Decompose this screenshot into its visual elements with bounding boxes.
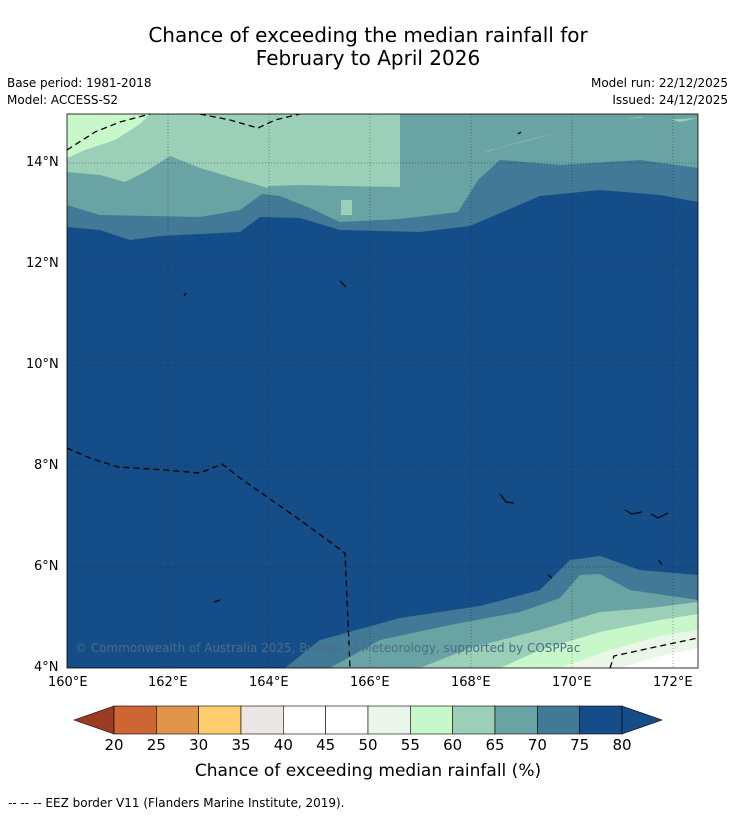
small-patch bbox=[341, 200, 352, 215]
eez-border-west bbox=[67, 447, 351, 668]
lon-tick-162: 162°E bbox=[148, 675, 188, 690]
lon-tick-164: 164°E bbox=[249, 675, 289, 690]
lon-tick-160: 160°E bbox=[48, 675, 88, 690]
colorbar-label: 50 bbox=[358, 736, 378, 754]
chart-title-line1: Chance of exceeding the median rainfall … bbox=[148, 23, 588, 47]
eez-footnote: -- -- -- EEZ border V11 (Flanders Marine… bbox=[8, 796, 345, 810]
colorbar-label: 70 bbox=[527, 736, 547, 754]
colorbar-label: 30 bbox=[189, 736, 209, 754]
colorbar-swatch bbox=[240, 705, 284, 735]
lon-tick-170: 170°E bbox=[552, 675, 592, 690]
colorbar-label: 25 bbox=[146, 736, 166, 754]
lat-tick-10: 10°N bbox=[26, 357, 59, 372]
colorbar-title: Chance of exceeding median rainfall (%) bbox=[194, 761, 542, 781]
colorbar-label: 35 bbox=[231, 736, 251, 754]
lon-tick-166: 166°E bbox=[350, 675, 390, 690]
island bbox=[658, 559, 663, 566]
colorbar-swatch bbox=[198, 705, 242, 735]
lat-tick-12: 12°N bbox=[26, 256, 59, 271]
map-fill-layers bbox=[67, 114, 698, 668]
lat-tick-6: 6°N bbox=[34, 559, 59, 574]
band-65-70-northeast bbox=[400, 114, 698, 190]
issued-date: Issued: 24/12/2025 bbox=[612, 93, 728, 107]
colorbar-swatch bbox=[156, 705, 199, 735]
model-run: Model run: 22/12/2025 bbox=[590, 76, 728, 90]
colorbar-swatch bbox=[410, 705, 453, 735]
colorbar-arrow-low bbox=[73, 705, 115, 735]
island bbox=[650, 512, 669, 519]
lon-tick-172: 172°E bbox=[653, 675, 693, 690]
island bbox=[547, 574, 553, 579]
island bbox=[183, 292, 187, 297]
colorbar bbox=[73, 705, 663, 735]
island bbox=[339, 280, 347, 288]
model-name: Model: ACCESS-S2 bbox=[7, 93, 119, 107]
colorbar-swatch bbox=[494, 705, 538, 735]
colorbar-label: 45 bbox=[316, 736, 336, 754]
colorbar-label: 40 bbox=[273, 736, 293, 754]
colorbar-label: 80 bbox=[612, 736, 632, 754]
colorbar-label: 55 bbox=[400, 736, 420, 754]
eez-border-north-2 bbox=[199, 114, 301, 129]
copyright-notice: © Commonwealth of Australia 2025, Bureau… bbox=[75, 641, 581, 655]
colorbar-label: 60 bbox=[443, 736, 463, 754]
colorbar-swatch bbox=[325, 705, 369, 735]
chart-title-line2: February to April 2026 bbox=[255, 46, 481, 70]
eez-border-north bbox=[67, 114, 151, 151]
base-period: Base period: 1981-2018 bbox=[7, 76, 152, 90]
band-45-50-south bbox=[620, 648, 698, 668]
lat-tick-8: 8°N bbox=[34, 458, 59, 473]
lat-tick-14: 14°N bbox=[26, 155, 59, 170]
colorbar-swatch bbox=[537, 705, 580, 735]
colorbar-label: 75 bbox=[570, 736, 590, 754]
colorbar-label: 20 bbox=[104, 736, 124, 754]
island bbox=[517, 131, 522, 135]
island bbox=[624, 509, 643, 515]
lon-tick-168: 168°E bbox=[451, 675, 491, 690]
colorbar-swatch bbox=[113, 705, 157, 735]
colorbar-swatch bbox=[367, 705, 411, 735]
islands bbox=[183, 131, 669, 603]
colorbar-swatch bbox=[283, 705, 326, 735]
island bbox=[213, 599, 221, 603]
map-frame bbox=[66, 113, 699, 669]
island bbox=[499, 493, 515, 504]
colorbar-label: 65 bbox=[485, 736, 505, 754]
lat-tick-4: 4°N bbox=[34, 660, 59, 675]
graticule bbox=[67, 114, 698, 668]
band-55-60-northwest bbox=[67, 114, 150, 158]
colorbar-swatch bbox=[452, 705, 496, 735]
colorbar-swatch bbox=[579, 705, 623, 735]
colorbar-arrow-high bbox=[621, 705, 663, 735]
